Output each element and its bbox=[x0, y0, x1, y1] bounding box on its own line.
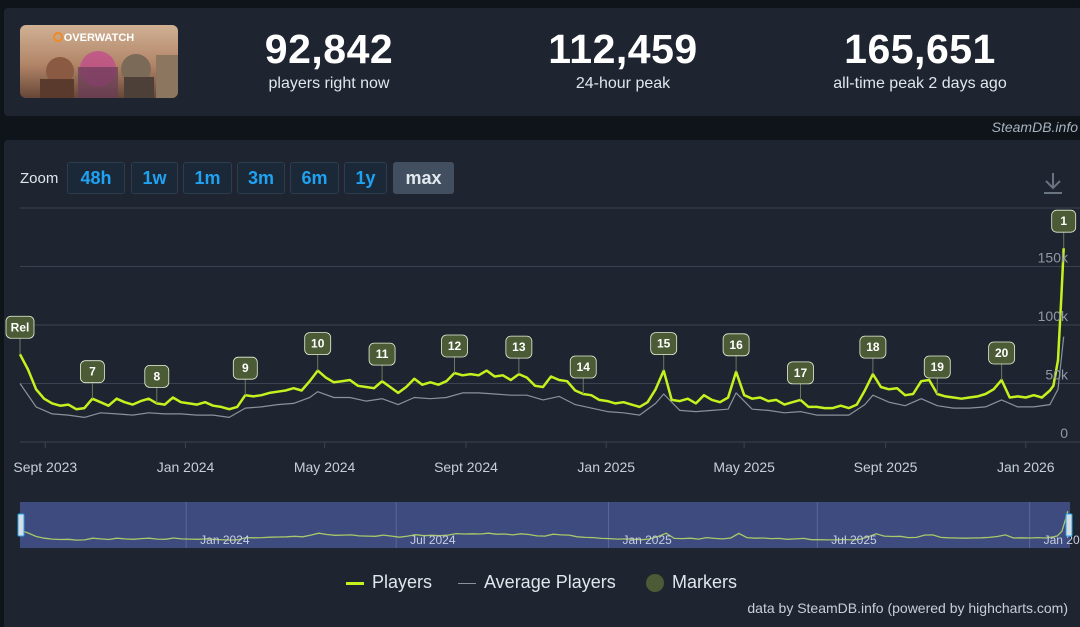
navigator-left-handle[interactable] bbox=[17, 513, 25, 537]
marker-label: 11 bbox=[376, 347, 389, 361]
y-axis-ticks: 0 50k 100k 150k bbox=[1038, 250, 1069, 442]
navigator-series bbox=[19, 511, 1069, 541]
current-players-value: 92,842 bbox=[264, 26, 394, 72]
marker-label: 13 bbox=[512, 340, 526, 354]
all-time-peak-value: 165,651 bbox=[844, 26, 996, 72]
marker[interactable]: 15 bbox=[650, 332, 678, 371]
zoom-3m-button[interactable]: 3m bbox=[237, 162, 285, 194]
stat-current-players: 92,842 players right now bbox=[199, 26, 459, 93]
navigator-tick-label: Jan 2026 bbox=[1044, 533, 1080, 547]
download-icon[interactable] bbox=[1040, 170, 1066, 196]
marker[interactable]: 12 bbox=[441, 334, 468, 373]
marker-label: 1 bbox=[1060, 214, 1067, 228]
navigator-right-handle[interactable] bbox=[1065, 513, 1073, 537]
zoom-label: Zoom bbox=[20, 170, 59, 187]
y-tick-label: 100k bbox=[1038, 308, 1069, 324]
marker[interactable]: Rel bbox=[5, 315, 35, 355]
x-tick-label: Jan 2025 bbox=[577, 459, 635, 475]
marker-label: 14 bbox=[577, 360, 591, 374]
navigator-tick-label: Jan 2024 bbox=[200, 533, 250, 547]
chart-legend: Players Average Players Markers bbox=[0, 570, 1080, 594]
navigator-ticks: Jan 2024 Jul 2024 Jan 2025 Jul 2025 Jan 2026 bbox=[200, 533, 1080, 547]
zoom-max-button[interactable]: max bbox=[393, 162, 454, 194]
marker[interactable]: 20 bbox=[988, 341, 1016, 380]
stat-24h-peak: 112,459 24-hour peak bbox=[493, 26, 753, 93]
x-tick-label: May 2025 bbox=[713, 459, 775, 475]
stat-all-time-peak: 165,651 all-time peak 2 days ago bbox=[790, 26, 1050, 93]
legend-players[interactable]: Players bbox=[346, 570, 432, 594]
y-tick-label: 150k bbox=[1038, 250, 1069, 266]
players-line bbox=[18, 248, 1065, 411]
legend-markers[interactable]: Markers bbox=[646, 570, 737, 594]
current-players-label: players right now bbox=[268, 75, 390, 92]
legend-markers-swatch bbox=[646, 574, 664, 593]
average-players-series bbox=[19, 336, 1065, 418]
marker[interactable]: 11 bbox=[368, 342, 396, 382]
marker-label: 19 bbox=[931, 360, 945, 374]
overwatch-logo-icon bbox=[53, 32, 63, 42]
marker[interactable]: 18 bbox=[859, 335, 887, 375]
legend-average-swatch bbox=[458, 582, 476, 584]
marker-label: 9 bbox=[242, 361, 249, 375]
marker[interactable]: 1 bbox=[1051, 209, 1077, 249]
stats-panel: OVERWATCH 92,842 players right now 112,4… bbox=[4, 8, 1080, 116]
marker[interactable]: 14 bbox=[569, 355, 597, 395]
marker[interactable]: 17 bbox=[787, 361, 814, 400]
navigator-players-line bbox=[19, 511, 1069, 541]
navigator-tick-label: Jul 2024 bbox=[410, 533, 456, 547]
x-tick-label: Sept 2024 bbox=[434, 459, 498, 475]
markers-series: Rel 7 8 9 10 11 12 13 14 15 16 17 18 19 20 1 bbox=[5, 209, 1077, 404]
marker[interactable]: 13 bbox=[505, 335, 533, 375]
marker-label: 20 bbox=[995, 346, 1009, 360]
marker-label: 15 bbox=[657, 337, 671, 351]
marker-label: 7 bbox=[89, 365, 96, 379]
game-thumbnail[interactable]: OVERWATCH bbox=[20, 25, 178, 98]
y-tick-label: 50k bbox=[1045, 367, 1069, 383]
x-tick-label: May 2024 bbox=[294, 459, 356, 475]
marker-label: Rel bbox=[11, 320, 30, 334]
x-tick-label: Sept 2023 bbox=[13, 459, 77, 475]
marker-label: 12 bbox=[448, 339, 462, 353]
y-tick-label: 0 bbox=[1060, 425, 1068, 441]
game-logo-text: OVERWATCH bbox=[64, 32, 135, 44]
navigator-tick-label: Jan 2025 bbox=[622, 533, 672, 547]
peak-24h-value: 112,459 bbox=[548, 26, 698, 72]
marker-label: 10 bbox=[311, 337, 325, 351]
marker[interactable]: 19 bbox=[923, 355, 951, 395]
marker[interactable]: 9 bbox=[232, 356, 258, 396]
navigator[interactable]: Jan 2024 Jul 2024 Jan 2025 Jul 2025 Jan 2026 bbox=[0, 500, 1080, 550]
navigator-selection[interactable] bbox=[20, 502, 1070, 548]
marker-label: 8 bbox=[153, 369, 160, 383]
site-credit[interactable]: SteamDB.info bbox=[991, 119, 1078, 135]
marker-label: 16 bbox=[729, 338, 743, 352]
marker-label: 17 bbox=[794, 366, 808, 380]
x-tick-label: Jan 2026 bbox=[997, 459, 1055, 475]
marker[interactable]: 8 bbox=[144, 364, 170, 404]
zoom-1y-button[interactable]: 1y bbox=[344, 162, 387, 194]
marker[interactable]: 10 bbox=[304, 332, 332, 371]
legend-players-label: Players bbox=[372, 572, 433, 592]
peak-24h-label: 24-hour peak bbox=[575, 75, 671, 92]
navigator-tick-label: Jul 2025 bbox=[831, 533, 877, 547]
average-players-line bbox=[19, 336, 1065, 418]
x-tick-label: Jan 2024 bbox=[157, 459, 215, 475]
legend-players-swatch bbox=[346, 581, 364, 585]
marker-label: 18 bbox=[866, 340, 880, 354]
zoom-1w-button[interactable]: 1w bbox=[131, 162, 178, 194]
marker[interactable]: 16 bbox=[722, 333, 750, 372]
zoom-1m-button[interactable]: 1m bbox=[183, 162, 232, 194]
all-time-peak-label: all-time peak 2 days ago bbox=[833, 75, 1007, 92]
data-credit[interactable]: data by SteamDB.info (powered by highcha… bbox=[747, 600, 1068, 616]
legend-markers-label: Markers bbox=[672, 572, 738, 592]
marker[interactable]: 7 bbox=[80, 360, 105, 399]
x-axis-ticks: Sept 2023 Jan 2024 May 2024 Sept 2024 Jan 20… bbox=[13, 442, 1055, 475]
players-series bbox=[18, 248, 1065, 411]
zoom-6m-button[interactable]: 6m bbox=[290, 162, 339, 194]
x-tick-label: Sept 2025 bbox=[854, 459, 918, 475]
chart-grid bbox=[20, 207, 1080, 443]
player-chart[interactable]: Rel 7 8 9 10 11 12 13 14 15 16 17 18 19 20 1 0 50k 100k 15… bbox=[0, 200, 1080, 490]
legend-average-label: Average Players bbox=[484, 572, 616, 592]
legend-average-players[interactable]: Average Players bbox=[458, 570, 616, 594]
zoom-48h-button[interactable]: 48h bbox=[67, 162, 125, 194]
